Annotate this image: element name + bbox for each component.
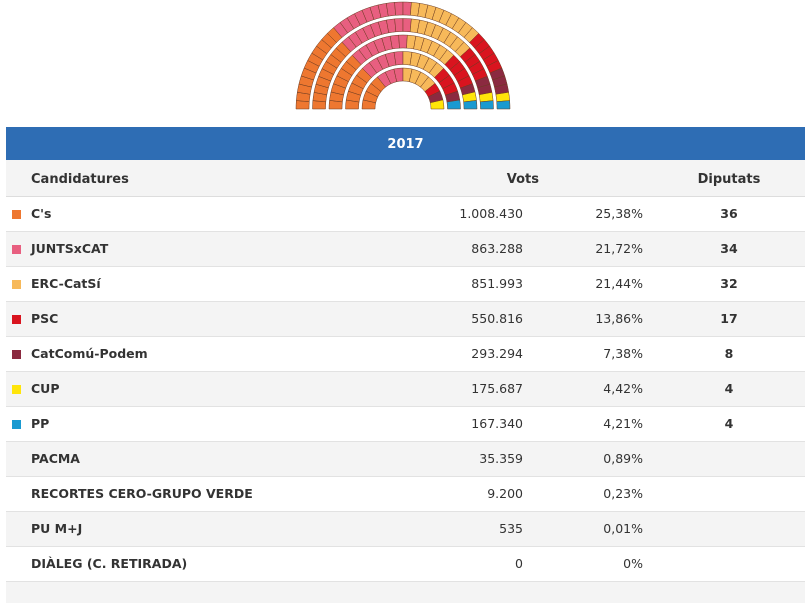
party-votes: 550.816 xyxy=(471,311,523,326)
party-pct: 21,72% xyxy=(595,241,643,256)
party-color-swatch xyxy=(12,385,21,394)
seat xyxy=(429,99,445,110)
party-name: ERC-CatSí xyxy=(31,276,101,291)
seat xyxy=(402,1,412,16)
party-seats: 17 xyxy=(720,311,738,326)
party-pct: 25,38% xyxy=(595,206,643,221)
party-color-swatch xyxy=(12,245,21,254)
party-pct: 0,89% xyxy=(603,451,643,466)
party-seats: 8 xyxy=(724,346,734,361)
column-headers: Candidatures Vots Diputats xyxy=(6,160,805,197)
party-color-swatch xyxy=(12,350,21,359)
party-name: RECORTES CERO-GRUPO VERDE xyxy=(31,486,253,501)
party-name: CUP xyxy=(31,381,60,396)
col-seats: Diputats xyxy=(697,172,761,187)
party-name: PU M+J xyxy=(31,521,83,536)
party-pct: 0% xyxy=(623,556,643,571)
table-row: PSC 550.816 13,86% 17 xyxy=(6,302,805,337)
table-row: RECORTES CERO-GRUPO VERDE 9.200 0,23% xyxy=(6,477,805,512)
party-name: PP xyxy=(31,416,50,431)
party-votes: 863.288 xyxy=(471,241,523,256)
party-votes: 851.993 xyxy=(471,276,523,291)
seat xyxy=(394,18,404,33)
party-pct: 4,21% xyxy=(603,416,643,431)
results-table: 2017 Candidatures Vots Diputats C's 1.008… xyxy=(6,127,805,603)
parliament-hemicycle xyxy=(295,1,511,110)
seat xyxy=(394,1,404,16)
col-votes: Vots xyxy=(506,172,539,187)
party-pct: 0,01% xyxy=(603,521,643,536)
party-name: PSC xyxy=(31,311,59,326)
table-row: CatComú-Podem 293.294 7,38% 8 xyxy=(6,337,805,372)
party-seats: 4 xyxy=(724,416,734,431)
party-votes: 0 xyxy=(515,556,523,571)
table-row: C's 1.008.430 25,38% 36 xyxy=(6,197,805,232)
party-votes: 293.294 xyxy=(471,346,523,361)
party-votes: 9.200 xyxy=(487,486,523,501)
table-row: DIÀLEG (C. RETIRADA) 0 0% xyxy=(6,547,805,582)
party-color-swatch xyxy=(12,420,21,429)
party-votes: 175.687 xyxy=(471,381,523,396)
party-color-swatch xyxy=(12,280,21,289)
party-name: DIÀLEG (C. RETIRADA) xyxy=(31,556,188,571)
party-name: PACMA xyxy=(31,451,80,466)
party-pct: 13,86% xyxy=(595,311,643,326)
party-name: JUNTSxCAT xyxy=(31,241,109,256)
party-name: C's xyxy=(31,206,52,221)
year-header: 2017 xyxy=(6,127,805,160)
party-votes: 167.340 xyxy=(471,416,523,431)
party-votes: 35.359 xyxy=(479,451,523,466)
table-row: PACMA 35.359 0,89% xyxy=(6,442,805,477)
party-name: CatComú-Podem xyxy=(31,346,148,361)
seat xyxy=(295,100,310,110)
party-seats: 32 xyxy=(720,276,738,291)
table-row: PP 167.340 4,21% 4 xyxy=(6,407,805,442)
table-row: PU M+J 535 0,01% xyxy=(6,512,805,547)
party-seats: 36 xyxy=(720,206,738,221)
party-color-swatch xyxy=(12,315,21,324)
party-pct: 21,44% xyxy=(595,276,643,291)
party-pct: 4,42% xyxy=(603,381,643,396)
party-color-swatch xyxy=(12,210,21,219)
party-votes: 535 xyxy=(499,521,523,536)
table-row: JUNTSxCAT 863.288 21,72% 34 xyxy=(6,232,805,267)
seat xyxy=(446,99,461,110)
party-pct: 7,38% xyxy=(603,346,643,361)
table-row: ERC-CatSí 851.993 21,44% 32 xyxy=(6,267,805,302)
table-row: CUP 175.687 4,42% 4 xyxy=(6,372,805,407)
seat xyxy=(463,100,478,110)
table-footer xyxy=(6,582,805,603)
party-seats: 4 xyxy=(724,381,734,396)
seat xyxy=(479,100,494,110)
party-votes: 1.008.430 xyxy=(459,206,523,221)
seat xyxy=(496,100,511,110)
seat xyxy=(398,34,408,49)
col-candidatures: Candidatures xyxy=(31,172,129,187)
party-pct: 0,23% xyxy=(603,486,643,501)
party-seats: 34 xyxy=(720,241,738,256)
